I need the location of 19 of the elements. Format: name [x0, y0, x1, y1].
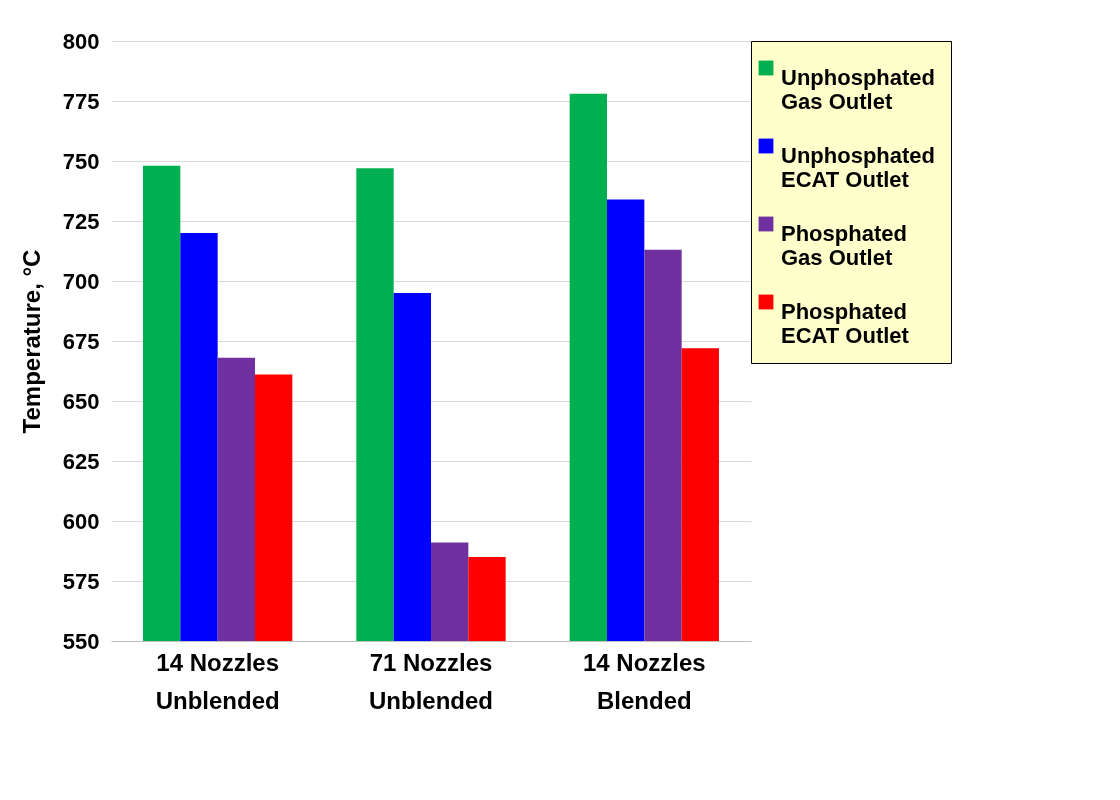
x-tick-label: 14 Nozzles Unblended — [155, 648, 280, 714]
y-tick-label: 625 — [62, 448, 100, 474]
y-tick-label: 800 — [62, 28, 100, 54]
legend-label: Phosphated Gas Outlet — [781, 221, 907, 270]
y-tick-label: 700 — [62, 268, 100, 294]
y-tick-label: 675 — [62, 328, 100, 354]
x-tick-label: 71 Nozzles Unblended — [369, 648, 493, 714]
legend-label: Unphosphated Gas Outlet — [781, 65, 935, 114]
y-tick-label: 550 — [62, 628, 100, 654]
y-tick-label: 725 — [62, 208, 100, 234]
legend-label: Phosphated ECAT Outlet — [781, 299, 910, 348]
y-tick-label: 750 — [62, 148, 100, 174]
x-tick-label: 14 Nozzles Blended — [582, 648, 706, 714]
y-tick-label: 600 — [62, 508, 100, 534]
y-axis-title: Temperature, °C — [17, 249, 45, 434]
y-tick-label: 650 — [62, 388, 100, 414]
y-tick-label: 775 — [62, 88, 100, 114]
y-tick-label: 575 — [62, 568, 100, 594]
legend-label: Unphosphated ECAT Outlet — [781, 143, 935, 192]
